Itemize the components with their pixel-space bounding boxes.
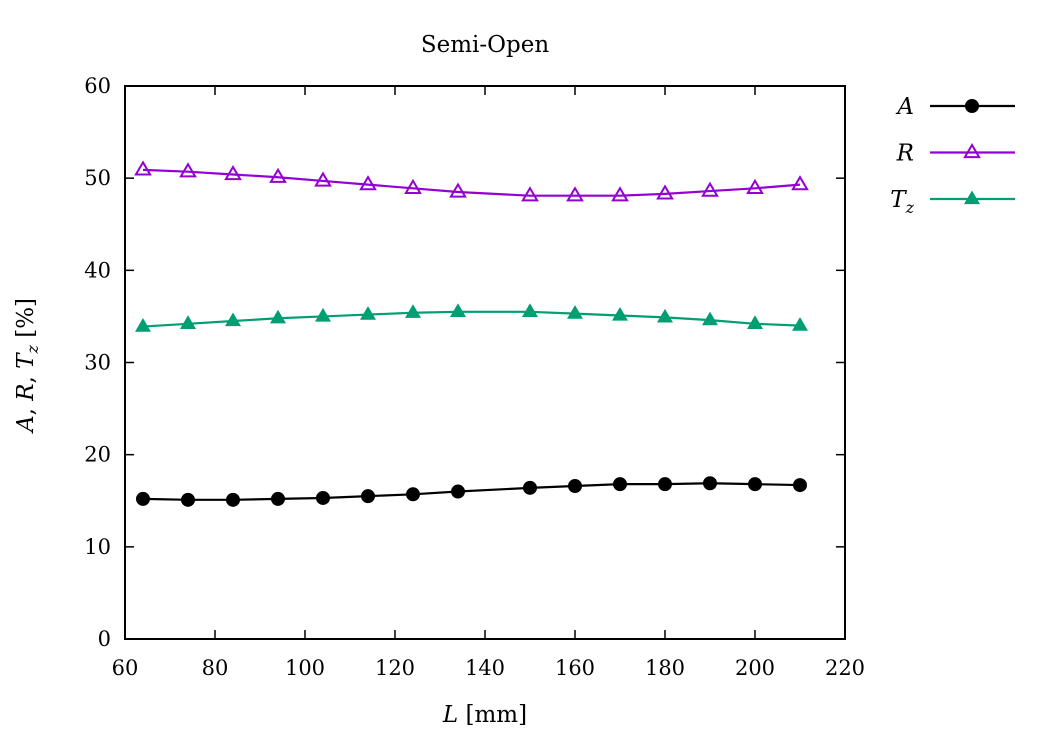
data-point [449, 182, 467, 198]
y-tick-label: 50 [84, 166, 111, 190]
series-line [142, 482, 801, 501]
data-point [701, 181, 719, 197]
legend-marker [965, 99, 979, 113]
data-point [748, 477, 762, 492]
x-axis-label: L [mm] [442, 702, 527, 728]
data-point [658, 477, 672, 492]
data-point [134, 160, 152, 176]
data-point [747, 315, 763, 329]
data-point [703, 476, 717, 491]
x-axis-label-var: L [442, 702, 458, 728]
data-point [656, 184, 674, 200]
data-point [404, 178, 422, 194]
chart-title: Semi-Open [421, 32, 549, 58]
data-point [451, 484, 465, 499]
legend-marker [963, 143, 981, 159]
series-r [134, 160, 809, 202]
data-point [270, 309, 286, 324]
x-tick-label: 100 [285, 656, 325, 680]
data-point [611, 186, 629, 202]
data-point [135, 318, 151, 332]
legend-label: Tz [890, 187, 914, 217]
y-tick-label: 40 [84, 258, 111, 282]
data-point [567, 305, 583, 319]
series-tz [135, 303, 808, 332]
y-axis-label-a: A [13, 415, 39, 434]
legend-item: A [895, 94, 1015, 120]
data-point [315, 307, 331, 322]
y-axis-label-unit: [%] [13, 298, 39, 338]
data-point [450, 303, 466, 317]
data-point [361, 489, 375, 504]
y-axis-label-r: R [13, 383, 39, 401]
data-point [792, 317, 808, 331]
y-tick-label: 30 [84, 351, 111, 375]
legend: AR Tz [890, 94, 1015, 217]
y-axis-label-z: z [23, 345, 42, 355]
series-layer [134, 160, 809, 507]
data-point [136, 491, 150, 506]
data-point [360, 306, 376, 320]
legend-marker [964, 190, 980, 205]
data-point [406, 487, 420, 502]
ticks-layer: 60 80 100 120 140 160 180 200 220 0 10 20 30 40 50 60 [84, 74, 865, 680]
data-point [180, 315, 196, 329]
series-a [136, 476, 807, 507]
data-point [613, 477, 627, 492]
x-tick-label: 180 [645, 656, 685, 680]
y-tick-label: 20 [84, 443, 111, 467]
data-point [522, 303, 538, 317]
data-point [521, 186, 539, 202]
x-tick-label: 120 [375, 656, 415, 680]
data-point [271, 491, 285, 506]
data-point [179, 162, 197, 178]
data-point [657, 308, 673, 323]
x-tick-label: 160 [555, 656, 595, 680]
data-point [405, 304, 421, 318]
series-line [142, 310, 801, 328]
legend-item: R [896, 141, 1015, 167]
data-point [269, 167, 287, 183]
x-tick-label: 220 [825, 656, 865, 680]
y-tick-label: 10 [84, 535, 111, 559]
y-axis-label: A, R, Tz [%] [13, 298, 42, 434]
data-point [523, 480, 537, 495]
x-tick-label: 80 [202, 656, 229, 680]
y-tick-label: 0 [98, 627, 111, 651]
series-line [142, 168, 801, 197]
data-point [566, 186, 584, 202]
y-tick-label: 60 [84, 74, 111, 98]
data-point [225, 312, 241, 327]
data-point [791, 175, 809, 191]
legend-item: Tz [890, 187, 1015, 217]
x-tick-label: 60 [112, 656, 139, 680]
data-point [224, 165, 242, 181]
legend-label: R [896, 141, 914, 167]
data-point [316, 490, 330, 505]
data-point [359, 175, 377, 191]
data-point [568, 479, 582, 494]
data-point [793, 478, 807, 493]
y-axis-label-t: T [13, 352, 39, 369]
data-point [746, 178, 764, 194]
legend-label: A [895, 94, 914, 120]
data-point [226, 492, 240, 507]
data-point [612, 307, 628, 321]
x-axis-label-unit: [mm] [466, 702, 528, 728]
svg-text:A, R, Tz [%]: A, R, Tz [%] [13, 298, 42, 434]
data-point [181, 492, 195, 507]
plot-frame [124, 85, 846, 640]
x-tick-label: 200 [735, 656, 775, 680]
x-tick-label: 140 [465, 656, 505, 680]
data-point [702, 311, 718, 326]
data-point [314, 171, 332, 187]
